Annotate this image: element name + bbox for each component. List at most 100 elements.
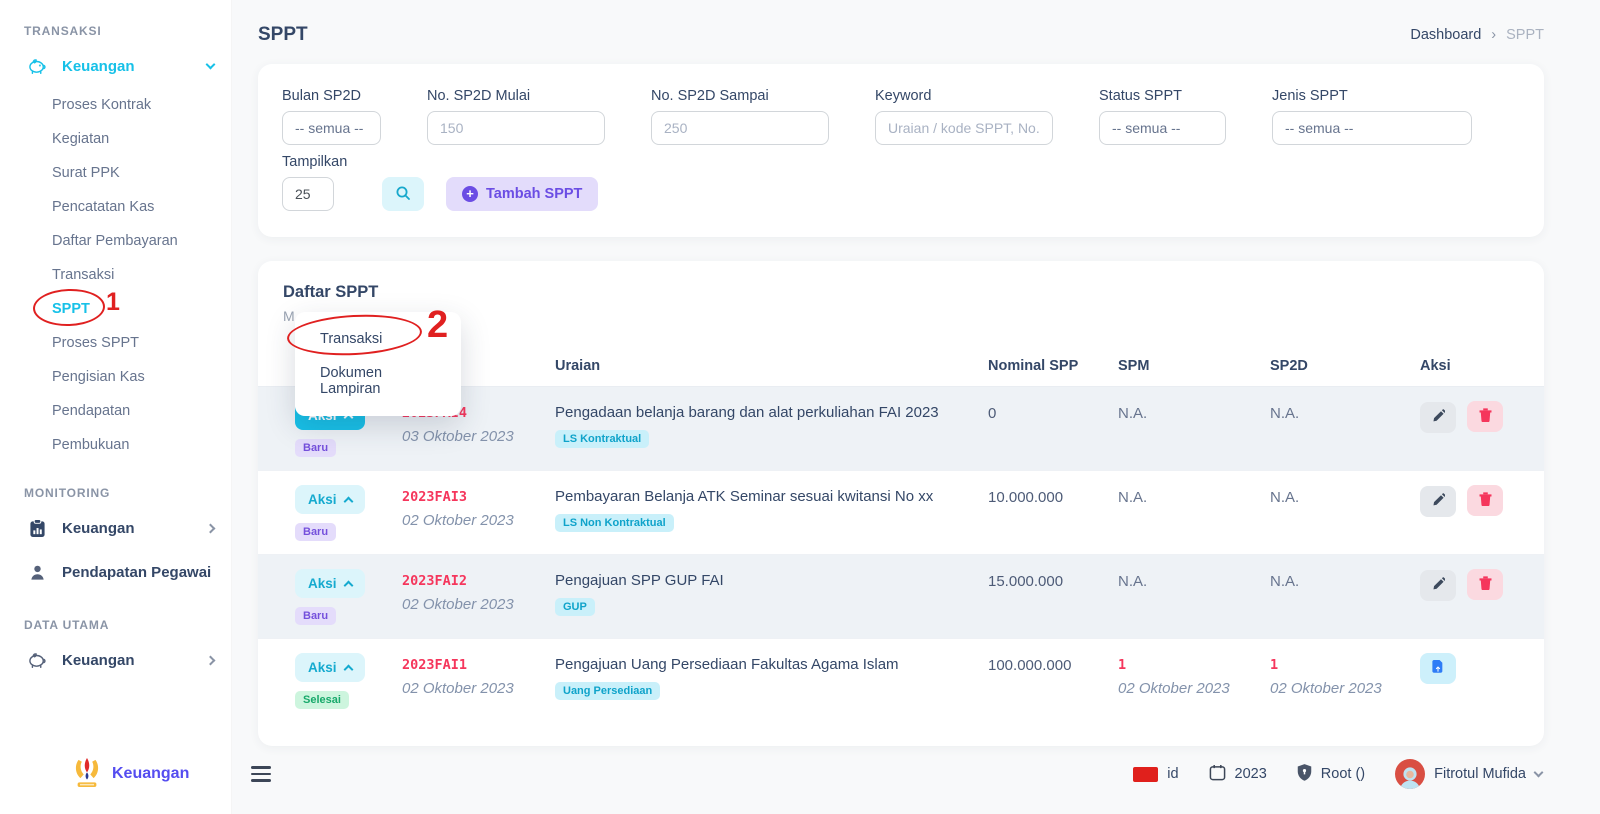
uraian-text: Pembayaran Belanja ATK Seminar sesuai kw… [555, 488, 934, 505]
year-label: 2023 [1234, 766, 1267, 782]
col-header-aksi: Aksi [1420, 358, 1451, 374]
piggy-bank-icon [26, 649, 48, 671]
status-badge: Selesai [295, 691, 349, 709]
breadcrumb-dashboard[interactable]: Dashboard [1410, 27, 1482, 43]
sidebar-item-proses-sppt[interactable]: Proses SPPT [52, 335, 140, 351]
tambah-sppt-button[interactable]: + Tambah SPPT [446, 177, 599, 211]
jenis-sppt-label: Jenis SPPT [1272, 88, 1348, 104]
status-sppt-select[interactable]: -- semua -- [1099, 111, 1226, 145]
table-header-row: Uraian Nominal SPP SPM SP2D Aksi [258, 342, 1544, 387]
brand-name: Keuangan [112, 765, 190, 782]
sidebar-item-pendapatan-pegawai[interactable]: Pendapatan Pegawai [0, 550, 232, 594]
sp2d-date: 02 Oktober 2023 [1270, 680, 1382, 697]
section-label-data-utama: DATA UTAMA [24, 618, 110, 632]
delete-button[interactable] [1467, 401, 1504, 432]
pencil-icon [1432, 577, 1446, 593]
trash-icon [1479, 576, 1492, 593]
row-aksi-dropdown-button[interactable]: Aksi [295, 485, 365, 514]
sidebar-item-sppt[interactable]: SPPT 1 [0, 287, 232, 328]
jenis-sppt-select[interactable]: -- semua -- [1272, 111, 1472, 145]
sidebar-item-pendapatan[interactable]: Pendapatan [52, 403, 131, 419]
aksi-button-label: Aksi [308, 492, 337, 507]
jenis-badge: LS Kontraktual [555, 430, 650, 448]
app-bar: Keuangan id 2023 Root ( [0, 734, 1600, 814]
sidebar-item-transaksi[interactable]: Transaksi [52, 267, 115, 283]
chevron-up-icon [343, 664, 353, 675]
aksi-dropdown-menu: Transaksi Dokumen Lampiran 2 [286, 304, 461, 416]
aksi-button-label: Aksi [308, 660, 337, 675]
status-badge: Baru [295, 607, 337, 625]
trash-icon [1479, 408, 1492, 425]
calendar-icon [1209, 764, 1226, 785]
role-menu[interactable]: Root () [1297, 763, 1366, 785]
sidebar-item-pencatatan-kas[interactable]: Pencatatan Kas [52, 199, 155, 215]
role-label: Root () [1320, 766, 1366, 782]
row-aksi-dropdown-button[interactable]: Aksi [295, 653, 365, 682]
table-row: Aksi Baru 2023FAI4 03 Oktober 2023 Penga… [258, 387, 1544, 471]
sppt-date: 02 Oktober 2023 [402, 596, 514, 613]
filter-panel: Bulan SP2D -- semua -- No. SP2D Mulai No… [258, 64, 1544, 237]
status-badge: Baru [295, 523, 337, 541]
user-name: Fitrotul Mufida [1434, 766, 1526, 782]
language-label: id [1167, 766, 1179, 782]
sidebar-item-daftar-pembayaran[interactable]: Daftar Pembayaran [52, 233, 178, 249]
clipboard-chart-icon [26, 517, 48, 539]
aksi-button-label: Aksi [308, 576, 337, 591]
jenis-badge: LS Non Kontraktual [555, 514, 674, 532]
sppt-code: 2023FAI3 [402, 489, 468, 505]
no-sp2d-mulai-input[interactable] [427, 111, 605, 145]
trash-icon [1479, 492, 1492, 509]
sidebar-item-pengisian-kas[interactable]: Pengisian Kas [52, 369, 145, 385]
sidebar: TRANSAKSI Keuangan Proses Kontrak Kegiat… [0, 0, 232, 814]
document-button[interactable] [1420, 653, 1456, 684]
spm-number: 1 [1118, 657, 1127, 673]
university-logo-icon [72, 755, 102, 794]
table-row: Aksi Baru 2023FAI2 02 Oktober 2023 Penga… [258, 555, 1544, 639]
sidebar-item-kegiatan[interactable]: Kegiatan [52, 131, 110, 147]
language-switcher[interactable]: id [1133, 766, 1179, 782]
sp2d-value: N.A. [1270, 405, 1300, 422]
sppt-date: 03 Oktober 2023 [402, 428, 514, 445]
search-button[interactable] [382, 177, 424, 211]
chevron-up-icon [343, 496, 353, 507]
shield-icon [1297, 763, 1312, 785]
sidebar-item-surat-ppk[interactable]: Surat PPK [52, 165, 120, 181]
row-aksi-dropdown-button[interactable]: Aksi [295, 569, 365, 598]
document-icon [1431, 659, 1445, 678]
sidebar-item-label: Keuangan [62, 57, 135, 75]
chevron-right-icon [205, 655, 216, 665]
page-title: SPPT [258, 24, 308, 45]
uraian-text: Pengajuan SPP GUP FAI [555, 572, 724, 589]
keyword-input[interactable] [875, 111, 1053, 145]
sidebar-item-keuangan-transaksi[interactable]: Keuangan [0, 44, 232, 88]
sidebar-item-label: Pendapatan Pegawai [62, 563, 212, 581]
year-selector[interactable]: 2023 [1209, 764, 1267, 785]
tambah-sppt-label: Tambah SPPT [486, 186, 583, 202]
chevron-down-icon [1533, 767, 1544, 778]
menu-item-transaksi[interactable]: Transaksi [320, 331, 383, 347]
user-menu[interactable]: Fitrotul Mufida [1395, 759, 1544, 789]
sppt-code: 2023FAI1 [402, 657, 468, 673]
delete-button[interactable] [1467, 485, 1504, 516]
sidebar-item-proses-kontrak[interactable]: Proses Kontrak [52, 97, 152, 113]
uraian-text: Pengadaan belanja barang dan alat perkul… [555, 404, 939, 421]
hamburger-menu-icon[interactable] [251, 762, 272, 786]
sidebar-item-keuangan-data-utama[interactable]: Keuangan [0, 638, 232, 682]
status-badge: Baru [295, 439, 337, 457]
delete-button[interactable] [1467, 569, 1504, 600]
tampilkan-input[interactable] [282, 177, 334, 211]
table-row: Aksi Selesai 2023FAI1 02 Oktober 2023 Pe… [258, 639, 1544, 722]
no-sp2d-sampai-input[interactable] [651, 111, 829, 145]
brand[interactable]: Keuangan [72, 755, 189, 794]
plus-icon: + [462, 186, 478, 202]
uraian-text: Pengajuan Uang Persediaan Fakultas Agama… [555, 656, 899, 673]
keyword-label: Keyword [875, 88, 932, 104]
edit-button[interactable] [1420, 569, 1456, 601]
edit-button[interactable] [1420, 401, 1456, 433]
sidebar-item-keuangan-monitoring[interactable]: Keuangan [0, 506, 232, 550]
sidebar-item-pembukuan[interactable]: Pembukuan [52, 437, 130, 453]
pencil-icon [1432, 409, 1446, 425]
edit-button[interactable] [1420, 485, 1456, 517]
bulan-sp2d-select[interactable]: -- semua -- [282, 111, 381, 145]
menu-item-dokumen-lampiran[interactable]: Dokumen Lampiran [320, 365, 383, 397]
